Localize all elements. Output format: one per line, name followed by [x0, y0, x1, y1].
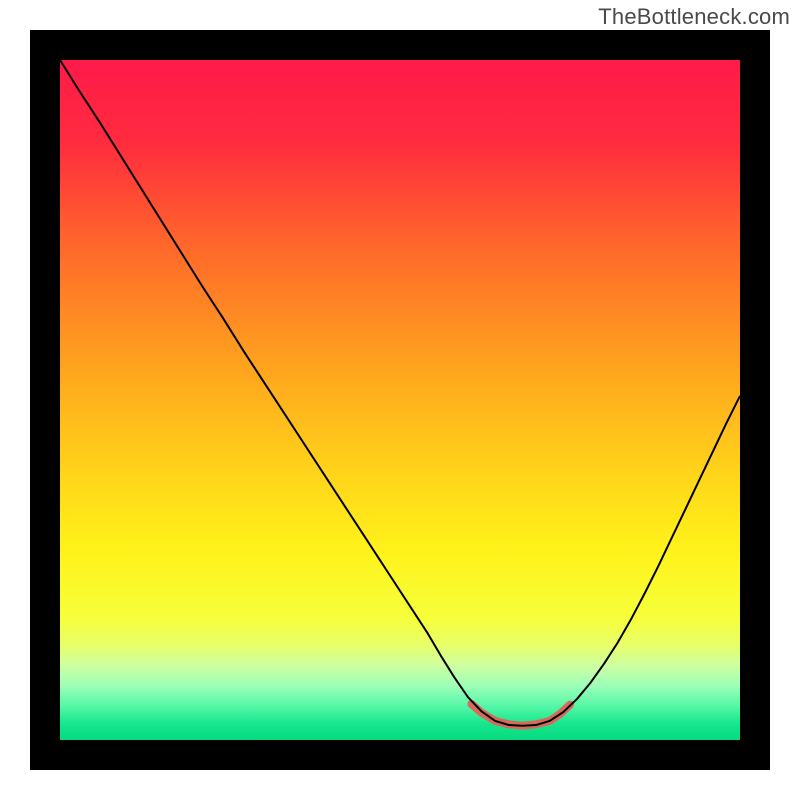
chart-plot-area [60, 60, 740, 740]
chart-curves-layer [60, 60, 740, 740]
chart-frame [30, 30, 770, 770]
watermark-text: TheBottleneck.com [598, 4, 790, 30]
bottleneck-curve [60, 60, 740, 726]
